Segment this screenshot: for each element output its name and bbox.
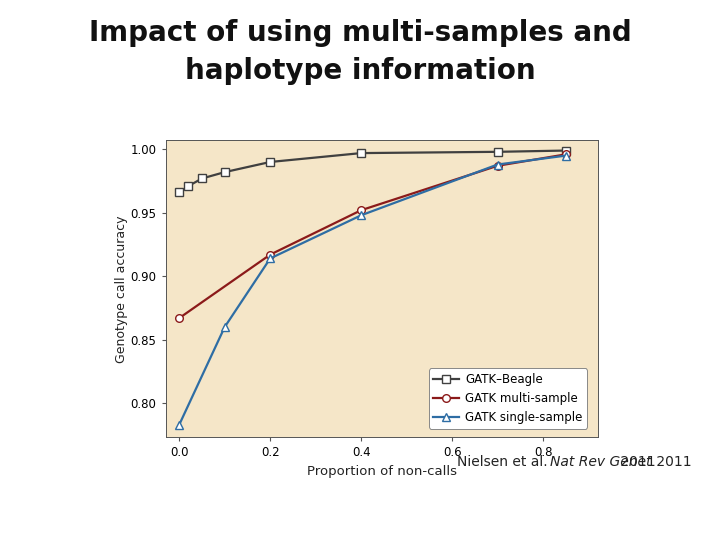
GATK–Beagle [357, 150, 366, 157]
GATK multi-sample [175, 315, 184, 321]
GATK multi-sample [493, 163, 502, 169]
GATK single-sample [562, 152, 570, 159]
Line: GATK multi-sample: GATK multi-sample [176, 151, 570, 322]
GATK–Beagle [266, 159, 274, 165]
GATK–Beagle [220, 169, 229, 176]
GATK single-sample [357, 212, 366, 219]
GATK–Beagle [198, 176, 207, 182]
Text: haplotype information: haplotype information [185, 57, 535, 85]
GATK–Beagle [493, 148, 502, 155]
GATK single-sample [266, 255, 274, 262]
Text: bio: bio [500, 507, 531, 525]
Line: GATK–Beagle: GATK–Beagle [176, 147, 570, 196]
GATK multi-sample [562, 151, 570, 158]
Text: informatics: informatics [527, 507, 628, 525]
Text: Module 5: Small variant calling & annotation: Module 5: Small variant calling & annota… [16, 509, 351, 522]
GATK single-sample [175, 421, 184, 428]
GATK multi-sample [266, 252, 274, 258]
GATK single-sample [220, 324, 229, 330]
Text: 2011: 2011 [616, 455, 655, 469]
Line: GATK single-sample: GATK single-sample [176, 152, 570, 429]
Y-axis label: Genotype call accuracy: Genotype call accuracy [114, 215, 127, 363]
Text: Nielsen et al.: Nielsen et al. [457, 455, 552, 469]
GATK multi-sample [357, 207, 366, 213]
Legend: GATK–Beagle, GATK multi-sample, GATK single-sample: GATK–Beagle, GATK multi-sample, GATK sin… [428, 368, 588, 429]
GATK–Beagle [562, 147, 570, 154]
GATK–Beagle [184, 183, 193, 190]
Text: Impact of using multi-samples and: Impact of using multi-samples and [89, 19, 631, 47]
Text: .ca: .ca [631, 509, 650, 522]
Text: Nat Rev Genet: Nat Rev Genet [550, 455, 652, 469]
Text: 2011: 2011 [652, 455, 691, 469]
X-axis label: Proportion of non-calls: Proportion of non-calls [307, 465, 456, 478]
GATK single-sample [493, 161, 502, 168]
GATK–Beagle [175, 189, 184, 195]
